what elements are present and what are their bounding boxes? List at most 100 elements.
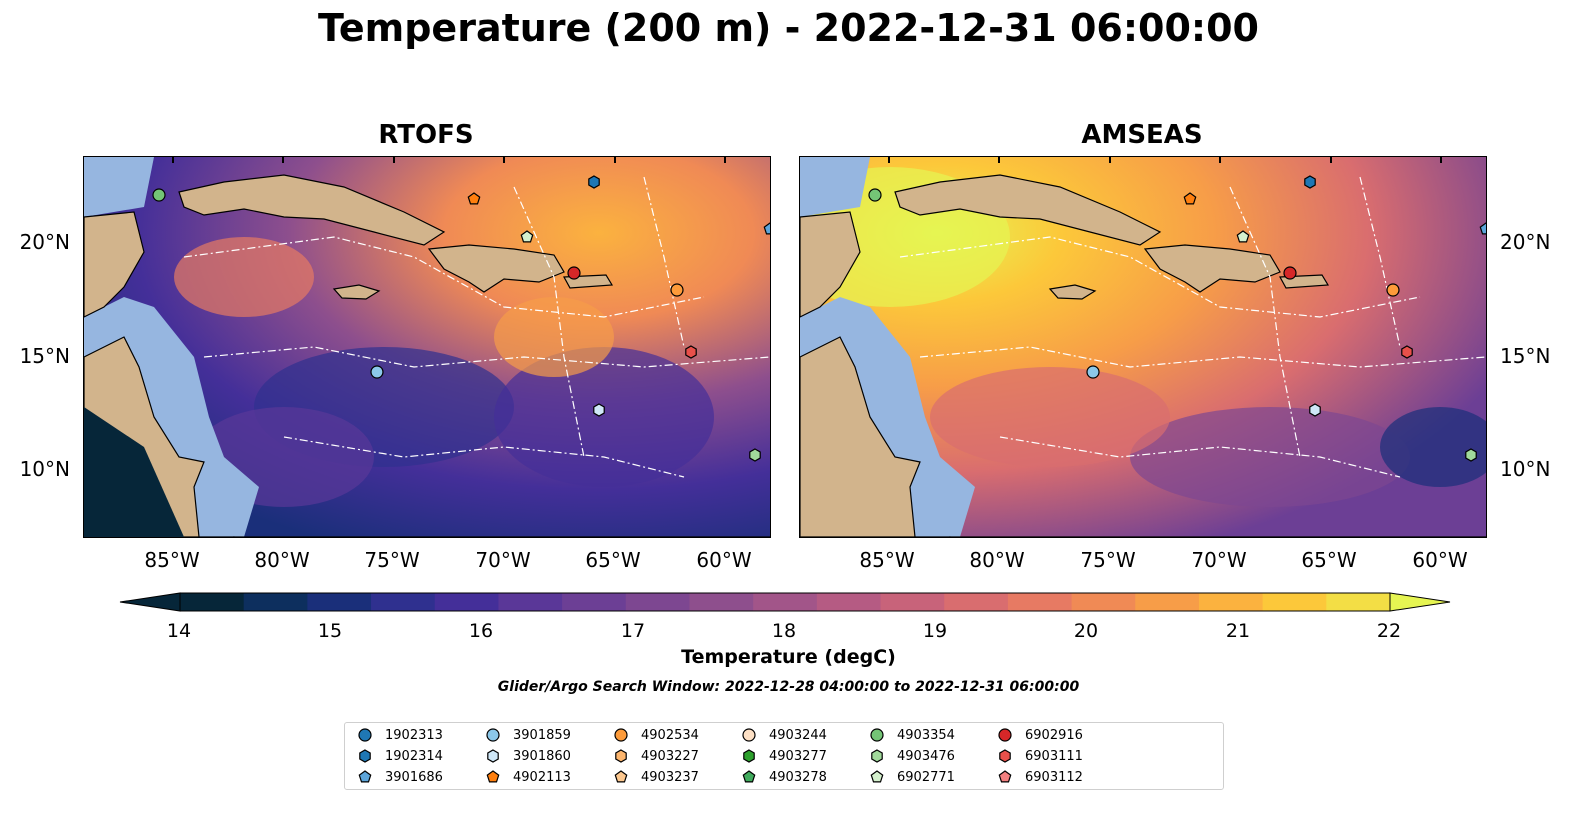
colorbar-tick-22: 22 (1376, 620, 1402, 642)
lat-label-10n-left: 10°N (19, 457, 70, 481)
land-central-america (800, 336, 951, 537)
float-marker-ext-8 (1309, 403, 1321, 417)
lat-label-10n-right: 10°N (1500, 457, 1551, 481)
lat-label-20n-right: 20°N (1500, 230, 1551, 254)
colorbar-bin (816, 593, 882, 611)
legend-label: 6902771 (897, 769, 955, 785)
legend-swatch-4903237 (614, 770, 628, 783)
legend-label: 4903476 (897, 748, 955, 764)
land-hispaniola (427, 244, 565, 293)
legend-label: 3901860 (513, 748, 571, 764)
legend-item-4903237: 4903237 (613, 767, 699, 787)
legend-swatch-3901859 (486, 728, 500, 742)
legend-label: 6903112 (1025, 769, 1083, 785)
lon-label-60w-amseas: 60°W (1412, 548, 1468, 572)
pentagon-marker-icon (742, 770, 756, 783)
search-window-caption: Glider/Argo Search Window: 2022-12-28 04… (497, 679, 1080, 695)
land-yucatan (84, 211, 145, 318)
colorbar-tick-19: 19 (922, 620, 948, 642)
map-panel-rtofs[interactable] (83, 156, 771, 538)
lon-label-70w-rtofs: 70°W (475, 548, 531, 572)
colorbar-tick-18: 18 (771, 620, 797, 642)
legend-item-4903476: 4903476 (869, 746, 955, 766)
legend-item-6903112: 6903112 (997, 767, 1083, 787)
float-marker-ext-6 (685, 345, 697, 359)
legend-item-4903278: 4903278 (741, 767, 827, 787)
float-marker-ext-0 (868, 188, 882, 202)
land-jamaica (1048, 284, 1097, 300)
lon-label-80w-amseas: 80°W (969, 548, 1025, 572)
rtofs-temperature-map (84, 157, 770, 537)
land-yucatan (800, 211, 861, 318)
colorbar-bin (944, 593, 1009, 611)
colorbar-bin (625, 593, 690, 611)
lat-label-15n-left: 15°N (19, 344, 70, 368)
colorbar-bin (434, 593, 499, 611)
hexagon-marker-icon (487, 749, 499, 763)
lon-label-70w-amseas: 70°W (1191, 548, 1247, 572)
legend-item-3901859: 3901859 (485, 725, 571, 745)
legend-item-4903354: 4903354 (869, 725, 955, 745)
float-marker-ext-1 (1183, 192, 1197, 205)
float-marker-ext-9 (749, 448, 761, 462)
lon-label-75w-amseas: 75°W (1080, 548, 1136, 572)
map-panel-amseas[interactable] (799, 156, 1487, 538)
legend-swatch-6903112 (998, 770, 1012, 783)
legend-label: 4902534 (641, 727, 699, 743)
float-marker-ext-7 (370, 365, 384, 379)
legend-item-3901860: 3901860 (485, 746, 571, 766)
float-marker-ext-4 (1283, 266, 1297, 280)
legend-item-3901686: 3901686 (357, 767, 443, 787)
colorbar-bin (1135, 593, 1200, 611)
colorbar (119, 592, 1451, 612)
float-marker-ext-0 (152, 188, 166, 202)
legend-swatch-1902314 (359, 749, 371, 763)
legend-label: 6903111 (1025, 748, 1083, 764)
colorbar-bin (243, 593, 308, 611)
pentagon-marker-icon (614, 770, 628, 783)
legend-label: 3901686 (385, 769, 443, 785)
float-marker-ext-5 (670, 283, 684, 297)
lon-label-75w-rtofs: 75°W (364, 548, 420, 572)
float-marker-ext-8 (593, 403, 605, 417)
pentagon-marker-icon (998, 770, 1012, 783)
panel-title-rtofs: RTOFS (378, 120, 474, 150)
legend-swatch-6903111 (999, 749, 1011, 763)
legend-item-4903244: 4903244 (741, 725, 827, 745)
colorbar-bin (498, 593, 563, 611)
lon-label-85w-amseas: 85°W (859, 548, 915, 572)
float-legend: 1902313 1902314 3901686 3901859 3901860 49021… (344, 722, 1224, 790)
legend-item-1902313: 1902313 (357, 725, 443, 745)
legend-label: 4903244 (769, 727, 827, 743)
amseas-temperature-map (800, 157, 1486, 537)
colorbar-extend-min (119, 592, 181, 612)
hexagon-marker-icon (871, 749, 883, 763)
colorbar-bin (1326, 593, 1391, 611)
legend-swatch-4903354 (870, 728, 884, 742)
legend-label: 4903277 (769, 748, 827, 764)
legend-item-4902534: 4902534 (613, 725, 699, 745)
lat-label-15n-right: 15°N (1500, 344, 1551, 368)
colorbar-bin (562, 593, 627, 611)
legend-label: 4902113 (513, 769, 571, 785)
colorbar-bin (307, 593, 372, 611)
colorbar-tick-21: 21 (1225, 620, 1251, 642)
land-cuba (178, 174, 446, 246)
legend-item-6902771: 6902771 (869, 767, 955, 787)
circle-marker-icon (614, 728, 628, 742)
float-marker-ext-5 (1386, 283, 1400, 297)
circle-marker-icon (998, 728, 1012, 742)
colorbar-bin (880, 593, 945, 611)
legend-label: 1902314 (385, 748, 443, 764)
lon-label-65w-rtofs: 65°W (585, 548, 641, 572)
legend-label: 3901859 (513, 727, 571, 743)
legend-label: 4903278 (769, 769, 827, 785)
float-marker-ext-10 (1479, 222, 1486, 235)
lon-label-85w-rtofs: 85°W (144, 548, 200, 572)
main-title: Temperature (200 m) - 2022-12-31 06:00:0… (317, 6, 1259, 50)
lon-label-65w-amseas: 65°W (1301, 548, 1357, 572)
legend-label: 6902916 (1025, 727, 1083, 743)
colorbar-extend-max (1389, 592, 1451, 612)
lon-label-60w-rtofs: 60°W (696, 548, 752, 572)
hexagon-marker-icon (743, 749, 755, 763)
